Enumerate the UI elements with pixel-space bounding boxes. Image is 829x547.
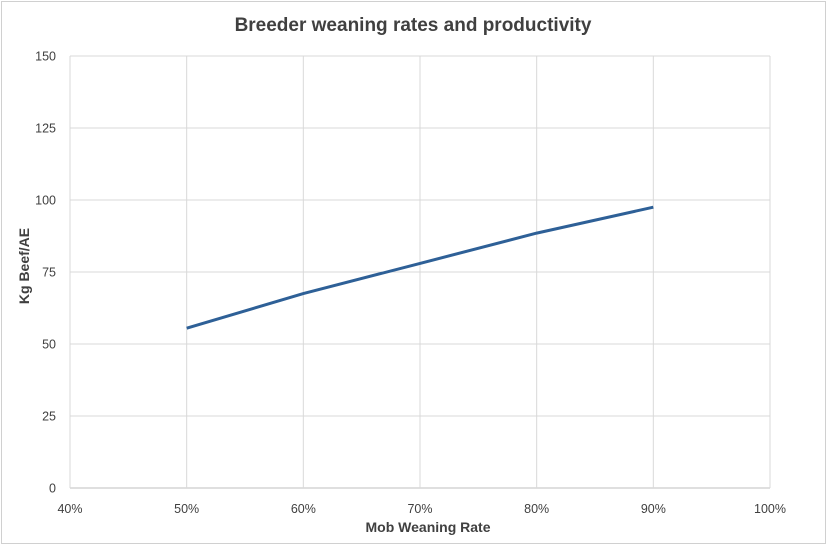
y-tick-label: 50 bbox=[42, 338, 56, 352]
gridlines bbox=[69, 55, 771, 489]
y-tick-label: 25 bbox=[42, 410, 56, 424]
x-axis-ticks: 40% 50% 60% 70% 80% 90% 100% bbox=[57, 502, 786, 516]
x-tick-label: 60% bbox=[291, 502, 316, 516]
y-axis-ticks: 0 25 50 75 100 125 150 bbox=[35, 50, 56, 496]
x-tick-label: 70% bbox=[407, 502, 432, 516]
series-layer bbox=[186, 205, 654, 330]
series-line bbox=[186, 205, 654, 330]
x-tick-label: 100% bbox=[754, 502, 786, 516]
x-tick-label: 50% bbox=[174, 502, 199, 516]
y-tick-label: 100 bbox=[35, 194, 56, 208]
y-tick-label: 75 bbox=[42, 266, 56, 280]
y-axis-title: Kg Beef/AE bbox=[16, 228, 32, 304]
y-tick-label: 0 bbox=[49, 482, 56, 496]
x-tick-label: 90% bbox=[641, 502, 666, 516]
x-axis-title: Mob Weaning Rate bbox=[366, 519, 491, 535]
x-tick-label: 80% bbox=[524, 502, 549, 516]
chart-title: Breeder weaning rates and productivity bbox=[235, 15, 592, 36]
y-tick-label: 150 bbox=[35, 50, 56, 64]
x-tick-label: 40% bbox=[57, 502, 82, 516]
y-tick-label: 125 bbox=[35, 122, 56, 136]
